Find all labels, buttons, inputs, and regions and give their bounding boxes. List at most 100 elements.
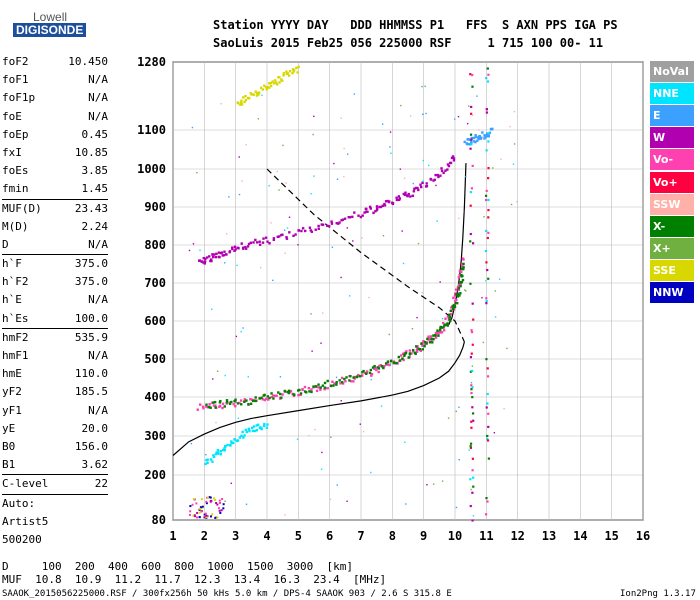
noise-point [329,498,332,501]
trace-point [411,348,415,352]
noise-point [308,434,310,437]
param-label: h`F2 [2,275,29,289]
param-value: 22 [94,477,108,491]
trace-point [201,405,205,408]
trace-point [399,354,403,357]
param-row: M(D) 2.24 [2,218,108,236]
trace-point [486,268,489,272]
noise-point [343,147,345,150]
trace-point [234,398,237,401]
noise-point [402,262,405,265]
noise-point [320,342,322,344]
trace-point [280,78,283,81]
trace-point [251,399,255,403]
trace-point [251,429,255,433]
trace-point [421,181,424,184]
trace-point [326,224,329,227]
noise-point [382,235,385,237]
noise-point [191,126,194,129]
trace-point [198,507,201,510]
noise-point [276,170,278,173]
trace-point [272,397,275,400]
trace-point [422,340,425,343]
trace-point [469,232,472,236]
trace-point [369,207,372,210]
trace-point [292,234,295,238]
trace-point [230,441,233,445]
trace-point [452,157,456,160]
trace-point [201,505,204,508]
trace-point [448,313,451,317]
trace-point [242,247,245,250]
trace-point [223,447,226,450]
trace-point [383,365,386,368]
trace-point [203,262,206,265]
trace-point [243,398,247,401]
trace-point [487,209,490,212]
trace-point [314,228,317,231]
trace-point [462,258,465,261]
noise-point [509,125,511,128]
trace-point [209,458,213,461]
trace-point [210,515,213,518]
trace-point [469,442,473,445]
trace-point [196,512,199,515]
muf-row: MUF 10.8 10.9 11.2 11.7 12.3 13.4 16.3 2… [2,573,387,586]
trace-point [426,337,429,341]
trace-point [486,67,489,70]
noise-point [463,210,465,213]
trace-point [359,215,363,219]
trace-point [254,90,257,93]
param-label: foE [2,109,22,123]
trace-point [216,451,220,454]
trace-point [429,178,433,181]
trace-point [256,93,260,96]
trace-point [258,397,261,400]
trace-point [370,373,374,376]
trace-point [486,392,489,396]
trace-point [269,81,273,85]
noise-point [370,378,373,381]
legend-item-w: W [650,127,694,149]
param-label: D [2,237,9,251]
trace-point [268,86,271,89]
trace-point [351,215,354,219]
x-tick-label: 7 [357,529,364,543]
trace-point [223,405,226,408]
param-row: foE N/A [2,108,108,126]
trace-point [282,72,286,75]
trace-point [291,68,295,71]
legend-item-sse: SSE [650,259,694,281]
trace-point [386,199,389,203]
x-tick-label: 14 [573,529,587,543]
noise-point [424,85,426,88]
trace-point [258,240,261,243]
trace-point [337,222,340,225]
y-tick-label: 600 [144,314,166,328]
trace-point [470,331,474,334]
trace-point [446,163,450,166]
trace-point [270,392,273,395]
trace-point [226,443,229,447]
trace-point [332,384,335,387]
noise-point [349,295,351,297]
plot-frame [172,61,644,521]
noise-point [312,133,314,136]
noise-point [335,376,338,379]
trace-point [469,478,472,481]
trace-point [403,193,407,197]
trace-point [446,315,450,318]
trace-point [485,358,488,361]
noise-point [215,421,217,424]
trace-point [247,402,250,406]
trace-point [307,387,311,390]
param-label: h`E [2,293,22,307]
param-label: foEp [2,127,29,141]
trace-point [315,389,319,393]
trace-point [338,221,341,224]
trace-point [395,361,398,365]
trace-point [255,424,258,427]
trace-point [453,305,457,309]
trace-point [210,259,213,263]
noise-point [468,449,470,451]
